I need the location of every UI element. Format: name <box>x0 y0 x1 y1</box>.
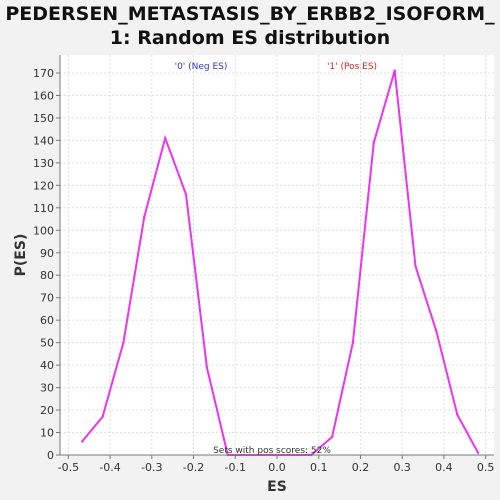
data-point <box>80 440 84 443</box>
y-tick-label: 110 <box>33 202 54 215</box>
pos-es-label: '1' (Pos ES) <box>327 62 377 72</box>
x-tick-label: 0.0 <box>268 461 286 474</box>
y-tick-label: 140 <box>33 134 54 147</box>
pos-scores-footer: Sets with pos scores: 52% <box>213 446 331 456</box>
data-point <box>184 193 188 196</box>
y-tick-label: 120 <box>33 179 54 192</box>
y-tick-label: 100 <box>33 224 54 237</box>
data-point <box>435 330 438 333</box>
x-tick-label: 0.4 <box>435 461 453 474</box>
y-axis-label: P(ES) <box>13 234 29 277</box>
y-tick-label: 50 <box>40 337 54 350</box>
y-tick-label: 0 <box>47 449 54 462</box>
data-point <box>351 341 355 344</box>
y-tick-label: 150 <box>33 112 54 125</box>
data-point <box>101 415 104 418</box>
data-point <box>143 215 146 218</box>
data-point <box>372 141 376 144</box>
y-tick-label: 160 <box>33 89 54 102</box>
x-tick-label: -0.1 <box>225 461 246 474</box>
y-tick-label: 90 <box>40 247 54 260</box>
y-tick-label: 40 <box>40 359 54 372</box>
x-tick-label: 0.5 <box>477 461 495 474</box>
x-tick-label: 0.3 <box>393 461 411 474</box>
x-tick-label: 0.1 <box>310 461 328 474</box>
y-tick-label: 60 <box>40 314 54 327</box>
data-point <box>476 451 480 454</box>
data-point <box>122 341 125 344</box>
y-tick-label: 30 <box>40 382 54 395</box>
data-point <box>393 69 396 72</box>
x-axis-ticks: -0.5 -0.4 -0.3 -0.2 -0.1 0.0 0.1 0.2 0.3 0.4 0.5 <box>58 455 495 474</box>
y-tick-label: 170 <box>33 67 54 80</box>
y-tick-label: 80 <box>40 269 54 282</box>
data-point <box>163 136 167 140</box>
y-tick-label: 70 <box>40 292 54 305</box>
y-axis-ticks: 0 10 20 30 40 50 60 70 80 90 100 110 120 130 140 150 160… <box>33 67 60 462</box>
data-point <box>456 413 459 416</box>
y-tick-label: 20 <box>40 404 54 417</box>
x-tick-label: -0.5 <box>58 461 79 474</box>
data-point <box>205 366 209 369</box>
x-tick-label: -0.2 <box>183 461 204 474</box>
data-point <box>330 435 334 439</box>
y-tick-label: 10 <box>40 427 54 440</box>
x-axis-label: ES <box>267 479 287 495</box>
x-tick-label: -0.4 <box>99 461 120 474</box>
chart-title: PEDERSEN_METASTASIS_BY_ERBB2_ISOFORM_ 1:… <box>5 3 495 49</box>
neg-es-label: '0' (Neg ES) <box>175 62 228 72</box>
x-tick-label: -0.3 <box>141 461 162 474</box>
x-tick-label: 0.2 <box>352 461 370 474</box>
data-point <box>414 265 417 268</box>
y-tick-label: 130 <box>33 157 54 170</box>
